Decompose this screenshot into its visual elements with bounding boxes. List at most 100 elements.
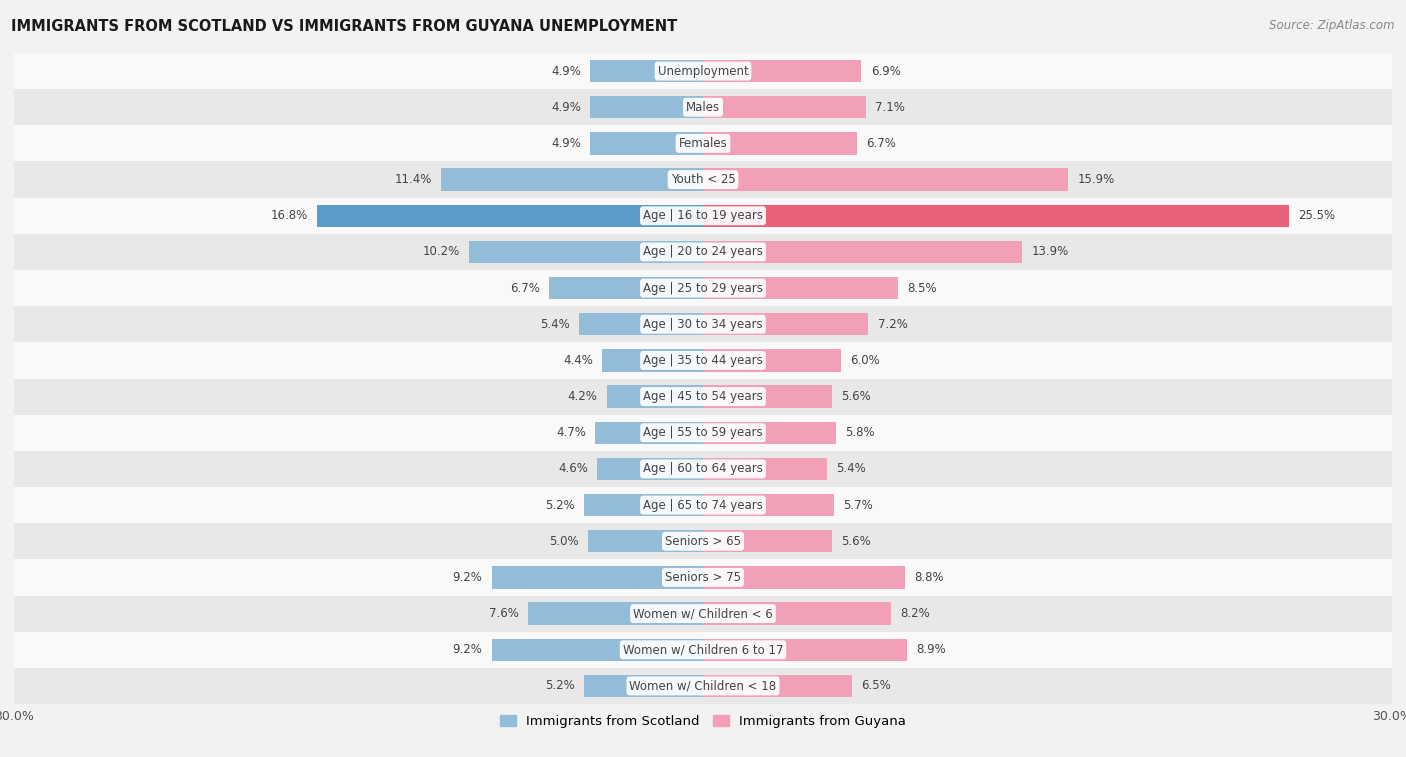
Bar	[703, 132, 856, 154]
Text: 5.6%: 5.6%	[841, 390, 870, 403]
Bar	[703, 277, 898, 299]
Bar	[14, 270, 1392, 306]
Bar	[492, 566, 703, 589]
Bar	[703, 241, 1022, 263]
Bar	[703, 385, 831, 408]
Text: 10.2%: 10.2%	[422, 245, 460, 258]
Text: 5.4%: 5.4%	[540, 318, 569, 331]
Text: Age | 20 to 24 years: Age | 20 to 24 years	[643, 245, 763, 258]
Text: 4.7%: 4.7%	[555, 426, 586, 439]
Bar	[14, 668, 1392, 704]
Text: 8.9%: 8.9%	[917, 643, 946, 656]
Text: 9.2%: 9.2%	[453, 571, 482, 584]
Bar	[588, 530, 703, 553]
Bar	[598, 458, 703, 480]
Text: Women w/ Children < 18: Women w/ Children < 18	[630, 680, 776, 693]
Text: 4.9%: 4.9%	[551, 137, 581, 150]
Text: 6.5%: 6.5%	[862, 680, 891, 693]
Text: 6.7%: 6.7%	[866, 137, 896, 150]
Bar	[602, 349, 703, 372]
Text: Males: Males	[686, 101, 720, 114]
Bar	[591, 132, 703, 154]
Bar	[703, 566, 905, 589]
Text: 4.2%: 4.2%	[568, 390, 598, 403]
Bar	[703, 422, 837, 444]
Bar	[595, 422, 703, 444]
Bar	[703, 204, 1289, 227]
Text: 8.5%: 8.5%	[907, 282, 936, 294]
Bar	[14, 415, 1392, 451]
Bar	[14, 342, 1392, 378]
Bar	[703, 639, 907, 661]
Text: Seniors > 65: Seniors > 65	[665, 534, 741, 548]
Bar	[14, 161, 1392, 198]
Bar	[14, 53, 1392, 89]
Text: IMMIGRANTS FROM SCOTLAND VS IMMIGRANTS FROM GUYANA UNEMPLOYMENT: IMMIGRANTS FROM SCOTLAND VS IMMIGRANTS F…	[11, 19, 678, 34]
Text: 16.8%: 16.8%	[271, 209, 308, 223]
Text: 8.8%: 8.8%	[914, 571, 943, 584]
Text: 4.4%: 4.4%	[562, 354, 593, 367]
Bar	[492, 639, 703, 661]
Bar	[14, 198, 1392, 234]
Bar	[14, 631, 1392, 668]
Bar	[14, 234, 1392, 270]
Bar	[14, 378, 1392, 415]
Text: 8.2%: 8.2%	[900, 607, 931, 620]
Text: 6.0%: 6.0%	[851, 354, 880, 367]
Text: Youth < 25: Youth < 25	[671, 173, 735, 186]
Bar	[591, 60, 703, 83]
Bar	[441, 168, 703, 191]
Text: Age | 30 to 34 years: Age | 30 to 34 years	[643, 318, 763, 331]
Text: 4.9%: 4.9%	[551, 64, 581, 77]
Bar	[703, 458, 827, 480]
Text: 25.5%: 25.5%	[1298, 209, 1334, 223]
Text: Age | 35 to 44 years: Age | 35 to 44 years	[643, 354, 763, 367]
Text: Unemployment: Unemployment	[658, 64, 748, 77]
Bar	[703, 168, 1069, 191]
Text: Seniors > 75: Seniors > 75	[665, 571, 741, 584]
Bar	[703, 349, 841, 372]
Text: Females: Females	[679, 137, 727, 150]
Text: 5.7%: 5.7%	[844, 499, 873, 512]
Text: 7.2%: 7.2%	[877, 318, 907, 331]
Text: 7.6%: 7.6%	[489, 607, 519, 620]
Bar	[591, 96, 703, 118]
Bar	[14, 559, 1392, 596]
Text: Source: ZipAtlas.com: Source: ZipAtlas.com	[1270, 19, 1395, 32]
Text: 6.7%: 6.7%	[510, 282, 540, 294]
Text: 5.8%: 5.8%	[845, 426, 875, 439]
Bar	[583, 494, 703, 516]
Text: 5.0%: 5.0%	[550, 534, 579, 548]
Text: Age | 60 to 64 years: Age | 60 to 64 years	[643, 463, 763, 475]
Legend: Immigrants from Scotland, Immigrants from Guyana: Immigrants from Scotland, Immigrants fro…	[495, 709, 911, 734]
Text: Age | 65 to 74 years: Age | 65 to 74 years	[643, 499, 763, 512]
Bar	[703, 494, 834, 516]
Bar	[550, 277, 703, 299]
Bar	[14, 306, 1392, 342]
Bar	[468, 241, 703, 263]
Bar	[14, 523, 1392, 559]
Text: Women w/ Children 6 to 17: Women w/ Children 6 to 17	[623, 643, 783, 656]
Bar	[703, 603, 891, 625]
Text: 4.6%: 4.6%	[558, 463, 588, 475]
Text: 4.9%: 4.9%	[551, 101, 581, 114]
Bar	[14, 487, 1392, 523]
Bar	[703, 60, 862, 83]
Bar	[14, 126, 1392, 161]
Text: Age | 16 to 19 years: Age | 16 to 19 years	[643, 209, 763, 223]
Bar	[703, 530, 831, 553]
Bar	[703, 674, 852, 697]
Bar	[703, 313, 869, 335]
Text: 13.9%: 13.9%	[1032, 245, 1069, 258]
Text: 5.2%: 5.2%	[544, 499, 575, 512]
Bar	[579, 313, 703, 335]
Bar	[14, 596, 1392, 631]
Bar	[583, 674, 703, 697]
Text: Women w/ Children < 6: Women w/ Children < 6	[633, 607, 773, 620]
Bar	[703, 96, 866, 118]
Bar	[14, 451, 1392, 487]
Text: 5.2%: 5.2%	[544, 680, 575, 693]
Bar	[318, 204, 703, 227]
Text: 9.2%: 9.2%	[453, 643, 482, 656]
Bar	[606, 385, 703, 408]
